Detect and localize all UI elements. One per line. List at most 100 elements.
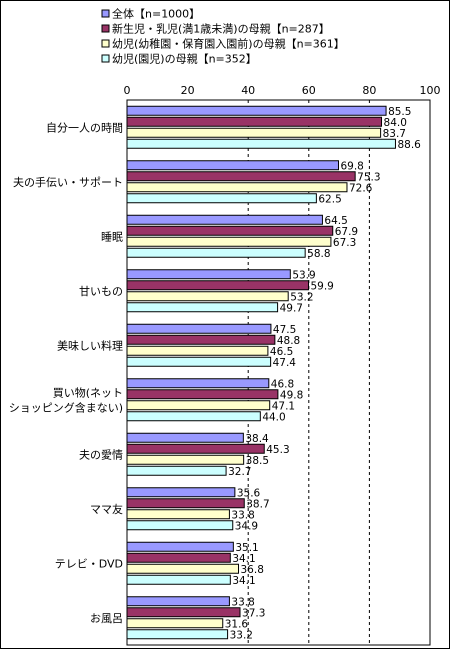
data-label: 49.8 bbox=[280, 389, 303, 401]
bar bbox=[126, 356, 272, 367]
data-label: 49.7 bbox=[280, 302, 303, 314]
legend-swatch bbox=[101, 24, 110, 33]
data-label: 84.0 bbox=[384, 117, 407, 129]
data-label: 38.5 bbox=[246, 455, 269, 467]
data-label: 33.2 bbox=[230, 629, 253, 641]
legend-label: 全体【n=1000】 bbox=[112, 7, 200, 21]
bar bbox=[126, 193, 317, 204]
bar bbox=[126, 389, 279, 400]
data-label: 38.4 bbox=[245, 433, 269, 445]
data-label: 67.3 bbox=[333, 237, 356, 249]
bar bbox=[126, 629, 229, 640]
bar bbox=[126, 411, 261, 422]
bar bbox=[126, 280, 309, 291]
bar bbox=[126, 269, 291, 280]
category-label: 睡眠 bbox=[101, 230, 123, 243]
legend-swatch bbox=[101, 39, 110, 48]
bar bbox=[126, 520, 234, 531]
legend-label: 新生児・乳児(満1歳未満)の母親【n=287】 bbox=[112, 22, 330, 36]
bar bbox=[126, 334, 276, 345]
legend-swatch bbox=[101, 54, 110, 63]
category-label: お風呂 bbox=[90, 612, 123, 625]
category-label: ショッピング含まない) bbox=[9, 400, 123, 414]
data-label: 47.5 bbox=[273, 324, 296, 336]
category-label: ママ友 bbox=[90, 502, 123, 516]
bar bbox=[126, 302, 279, 313]
data-label: 85.5 bbox=[388, 106, 411, 118]
data-label: 75.3 bbox=[357, 171, 380, 183]
bar bbox=[126, 596, 230, 607]
category-label: 甘いもの bbox=[79, 285, 123, 298]
bar bbox=[126, 247, 306, 258]
bar bbox=[126, 182, 348, 193]
bar bbox=[126, 378, 270, 389]
data-label: 62.5 bbox=[318, 193, 341, 205]
data-label: 32.7 bbox=[228, 466, 251, 478]
x-tick-label: 0 bbox=[124, 84, 131, 97]
bar bbox=[126, 607, 241, 618]
data-label: 38.7 bbox=[246, 498, 269, 510]
bar bbox=[126, 214, 323, 225]
legend-label: 幼児(幼稚園・保育園入園前)の母親【n=361】 bbox=[112, 37, 345, 51]
data-label: 45.3 bbox=[266, 444, 289, 456]
data-label: 31.6 bbox=[225, 618, 249, 630]
data-label: 58.8 bbox=[307, 248, 330, 260]
data-label: 34.1 bbox=[232, 575, 255, 587]
category-label: 美味しい料理 bbox=[57, 338, 123, 352]
bar bbox=[126, 563, 240, 574]
legend-label: 幼児(園児)の母親【n=352】 bbox=[112, 53, 257, 66]
bar bbox=[126, 541, 234, 552]
bar bbox=[126, 160, 339, 171]
bar bbox=[126, 498, 245, 509]
bar bbox=[126, 138, 396, 149]
data-label: 88.6 bbox=[397, 139, 421, 151]
bar bbox=[126, 552, 231, 563]
data-label: 83.7 bbox=[383, 128, 406, 140]
data-label: 37.3 bbox=[242, 607, 265, 619]
bar bbox=[126, 432, 244, 443]
data-label: 53.2 bbox=[290, 291, 313, 303]
data-label: 69.8 bbox=[340, 160, 363, 172]
x-tick-label: 40 bbox=[241, 84, 255, 97]
bar bbox=[126, 127, 382, 138]
bar bbox=[126, 236, 332, 247]
data-label: 35.6 bbox=[237, 487, 261, 499]
x-tick-label: 100 bbox=[420, 84, 441, 97]
data-label: 44.0 bbox=[262, 411, 285, 423]
bar bbox=[126, 465, 227, 476]
bar bbox=[126, 509, 230, 520]
data-label: 64.5 bbox=[324, 215, 347, 227]
data-label: 46.8 bbox=[271, 378, 294, 390]
bar bbox=[126, 454, 245, 465]
bar bbox=[126, 487, 236, 498]
bar bbox=[126, 225, 334, 236]
bar bbox=[126, 323, 272, 334]
bar bbox=[126, 345, 269, 356]
data-label: 59.9 bbox=[310, 280, 333, 292]
category-label: 買い物(ネット bbox=[53, 385, 123, 399]
data-label: 72.6 bbox=[349, 182, 373, 194]
plot-area bbox=[126, 99, 431, 646]
bar bbox=[126, 171, 356, 182]
data-label: 47.4 bbox=[273, 357, 297, 369]
category-label: 夫の手伝い・サポート bbox=[13, 175, 123, 189]
data-label: 34.9 bbox=[235, 520, 258, 532]
bar bbox=[126, 400, 271, 411]
x-tick-label: 80 bbox=[362, 84, 376, 97]
category-label: テレビ・DVD bbox=[55, 557, 123, 570]
data-label: 46.5 bbox=[270, 346, 293, 358]
bar bbox=[126, 574, 231, 585]
x-tick-label: 60 bbox=[302, 84, 316, 97]
category-label: 自分一人の時間 bbox=[46, 121, 123, 134]
data-label: 48.8 bbox=[277, 335, 300, 347]
data-label: 35.1 bbox=[235, 542, 258, 554]
data-label: 36.8 bbox=[241, 564, 264, 576]
category-label: 夫の愛情 bbox=[79, 448, 123, 461]
bar bbox=[126, 291, 289, 302]
data-label: 67.9 bbox=[335, 226, 358, 238]
bar bbox=[126, 443, 265, 454]
data-label: 47.1 bbox=[272, 400, 295, 412]
data-label: 34.1 bbox=[232, 553, 255, 565]
x-tick-label: 20 bbox=[181, 84, 195, 97]
